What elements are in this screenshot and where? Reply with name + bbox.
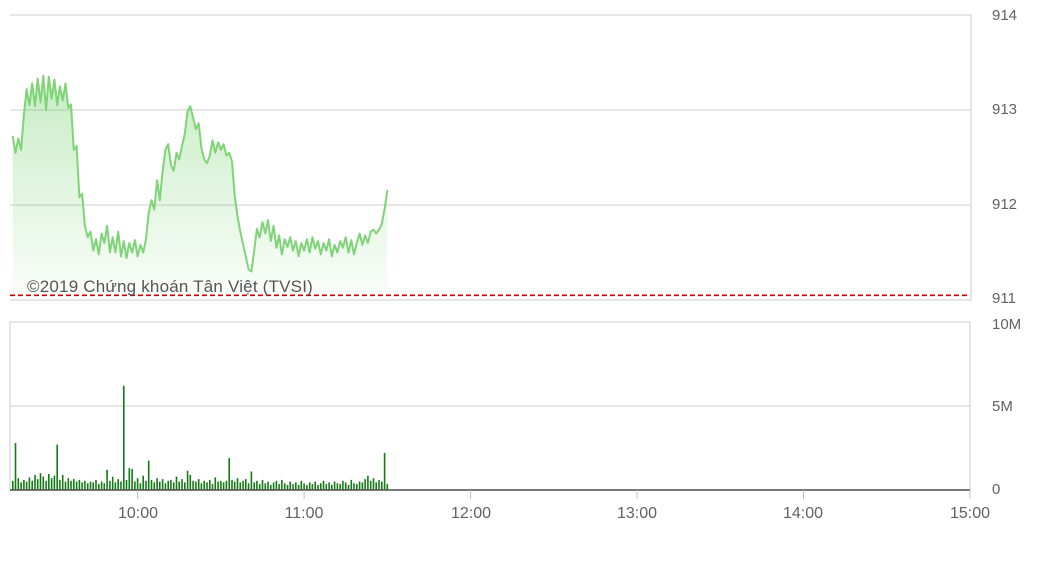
volume-y-tick-label-0: 0	[992, 481, 1001, 498]
volume-bars	[12, 385, 389, 490]
price-plot-area[interactable]	[10, 15, 971, 300]
volume-plot-area[interactable]	[10, 322, 970, 490]
x-tick-label-1300: 13:00	[616, 505, 658, 522]
price-y-tick-label-914: 914	[992, 7, 1018, 24]
price-y-tick-label-913: 913	[992, 101, 1018, 118]
x-tick-label-1400: 14:00	[782, 505, 824, 522]
x-tick-label-1200: 12:00	[450, 505, 492, 522]
price-area-fill	[12, 75, 388, 299]
x-tick-label-1100: 11:00	[284, 505, 324, 522]
volume-y-tick-label-10m: 10M	[992, 316, 1022, 333]
price-line	[11, 74, 389, 273]
volume-y-tick-label-5m: 5M	[992, 398, 1013, 415]
copyright-watermark: ©2019 Chứng khoán Tân Việt (TVSI)	[27, 277, 313, 296]
x-tick-label-1500: 15:00	[949, 505, 991, 522]
price-y-tick-label-911: 911	[992, 290, 1016, 307]
x-tick-label-1000: 10:00	[117, 505, 159, 522]
price-y-tick-label-912: 912	[992, 196, 1018, 213]
